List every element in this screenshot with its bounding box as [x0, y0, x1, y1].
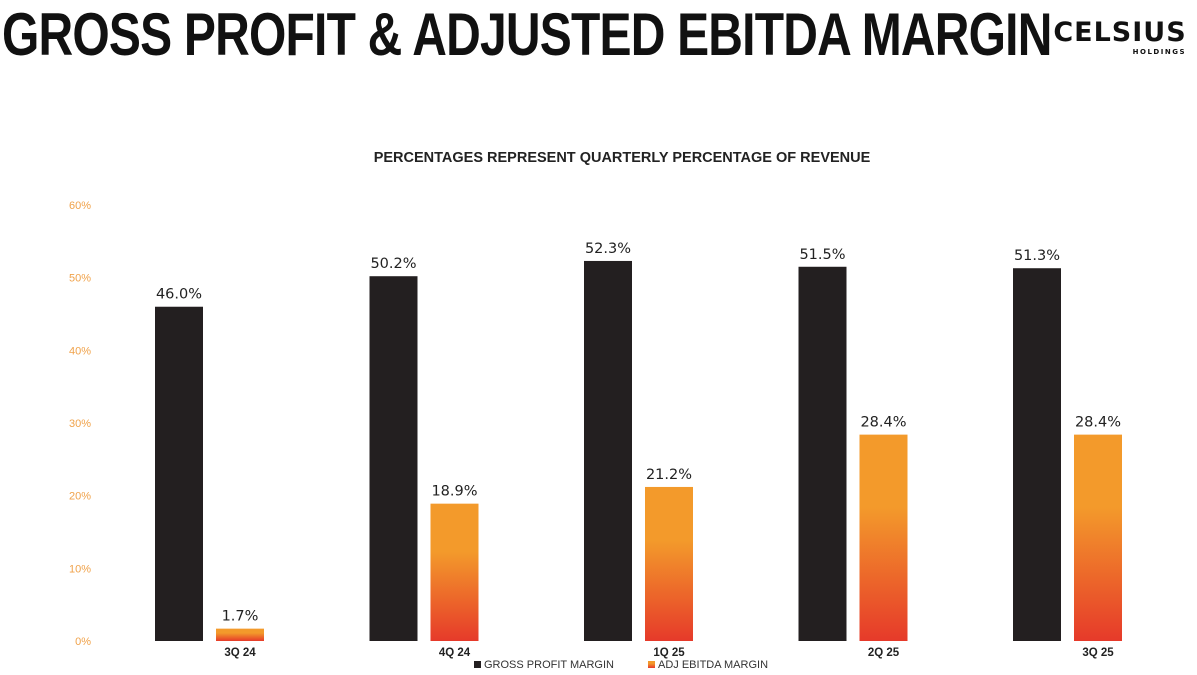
y-tick-label: 40%: [69, 345, 91, 357]
x-category-label: 2Q 25: [868, 647, 900, 659]
x-category-label: 4Q 24: [439, 647, 471, 659]
y-tick-label: 20%: [69, 491, 91, 503]
bar-value-label: 50.2%: [370, 256, 416, 272]
x-category-label: 3Q 25: [1082, 647, 1114, 659]
bar-value-label: 51.5%: [799, 247, 845, 263]
logo-wordmark: CELSIUS: [1053, 17, 1187, 48]
bar-value-label: 52.3%: [585, 241, 631, 257]
bar-value-label: 28.4%: [1075, 415, 1121, 431]
legend-label: ADJ EBITDA MARGIN: [658, 659, 768, 671]
bar-value-label: 46.0%: [156, 287, 202, 303]
x-category-label: 3Q 24: [224, 647, 256, 659]
bar-value-label: 1.7%: [222, 609, 259, 625]
legend-gross-swatch: [474, 661, 481, 668]
ebitda-margin-bar: [859, 434, 908, 641]
x-category-label: 1Q 25: [653, 647, 685, 659]
y-tick-label: 50%: [69, 273, 91, 285]
gross-margin-bar: [155, 306, 203, 641]
ebitda-margin-bar: [1074, 434, 1122, 641]
celsius-logo: CELSIUS HOLDINGS: [1050, 18, 1190, 62]
gross-margin-bar: [584, 260, 632, 641]
gross-margin-bar: [369, 276, 418, 641]
chart-title: PERCENTAGES REPRESENT QUARTERLY PERCENTA…: [374, 150, 871, 166]
bar-value-label: 28.4%: [860, 415, 906, 431]
gross-margin-bar: [1013, 268, 1061, 641]
y-tick-label: 0%: [75, 636, 91, 648]
y-tick-label: 60%: [69, 200, 91, 212]
ebitda-margin-bar: [645, 486, 693, 641]
ebitda-margin-bar: [216, 628, 264, 641]
bar-value-label: 21.2%: [646, 467, 692, 483]
legend-label: GROSS PROFIT MARGIN: [484, 659, 614, 671]
bar-value-label: 51.3%: [1014, 248, 1060, 264]
bar-value-label: 18.9%: [431, 484, 477, 500]
legend-ebitda-swatch: [648, 661, 655, 668]
ebitda-margin-bar: [430, 503, 479, 641]
y-tick-label: 30%: [69, 418, 91, 430]
gross-margin-bar: [798, 266, 847, 641]
y-tick-label: 10%: [69, 563, 91, 575]
logo-subtext: HOLDINGS: [1132, 48, 1186, 56]
